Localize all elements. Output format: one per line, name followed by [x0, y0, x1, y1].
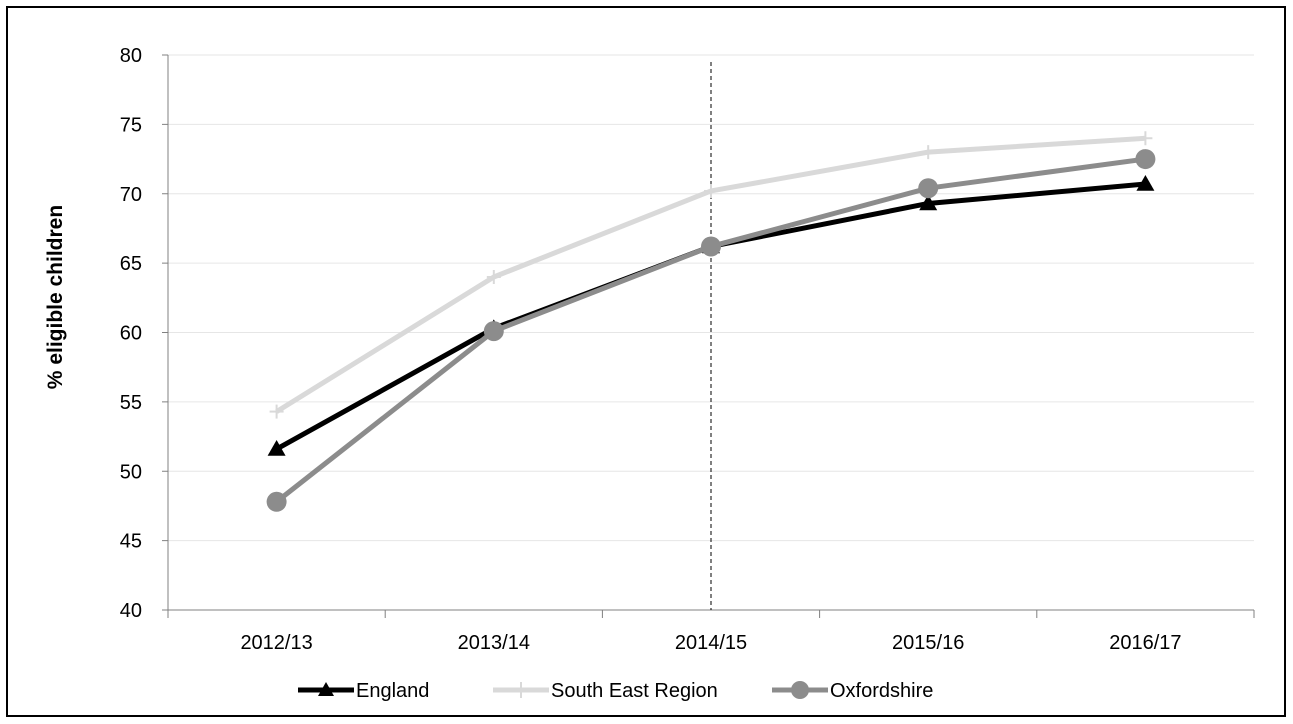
- series-group: [266, 131, 1156, 512]
- point-oxfordshire-3: [918, 178, 939, 199]
- y-tick-60: 60: [120, 323, 142, 345]
- y-tick-50: 50: [120, 461, 142, 483]
- point-england-4: [1136, 175, 1155, 191]
- y-tick-labels: 40 45 50 55 60 65 70 75 80: [120, 45, 142, 622]
- legend-item-oxfordshire: Oxfordshire: [772, 680, 933, 702]
- point-england-3: [919, 194, 938, 211]
- legend-marker-south-east-region: [513, 682, 529, 698]
- point-england-0: [267, 440, 286, 456]
- point-south-east-region-4: [1138, 131, 1153, 146]
- x-tick-2016-17: 2016/17: [1109, 632, 1181, 654]
- point-oxfordshire-1: [483, 321, 504, 342]
- y-tick-70: 70: [120, 184, 142, 206]
- x-tick-labels: 2012/13 2013/14 2014/15 2015/16 2016/17: [240, 632, 1181, 654]
- legend-label-oxfordshire: Oxfordshire: [830, 680, 933, 702]
- y-axis-title: % eligible children: [44, 205, 67, 389]
- point-oxfordshire-2: [701, 236, 721, 257]
- legend: England South East Region Oxfordshire: [298, 680, 933, 702]
- x-tick-2015-16: 2015/16: [892, 632, 964, 654]
- point-south-east-region-2: [704, 183, 718, 198]
- legend-label-south-east-region: South East Region: [551, 680, 718, 702]
- point-south-east-region-3: [921, 145, 936, 160]
- y-tick-75: 75: [120, 114, 142, 136]
- point-oxfordshire-4: [1135, 149, 1156, 170]
- y-tick-65: 65: [120, 253, 142, 275]
- legend-marker-england: [318, 682, 334, 696]
- y-tick-40: 40: [120, 600, 142, 622]
- legend-item-england: England: [298, 680, 429, 702]
- y-tick-55: 55: [120, 392, 142, 414]
- point-south-east-region-0: [269, 404, 284, 419]
- legend-label-england: England: [356, 680, 429, 702]
- x-tick-2012-13: 2012/13: [240, 632, 312, 654]
- point-oxfordshire-0: [266, 491, 287, 512]
- legend-item-south-east-region: South East Region: [493, 680, 718, 702]
- y-tick-45: 45: [120, 531, 142, 553]
- y-tick-80: 80: [120, 45, 142, 67]
- x-tick-2013-14: 2013/14: [458, 632, 530, 654]
- point-south-east-region-1: [486, 270, 501, 284]
- x-tick-2014-15: 2014/15: [675, 632, 747, 654]
- legend-marker-oxfordshire: [791, 681, 809, 699]
